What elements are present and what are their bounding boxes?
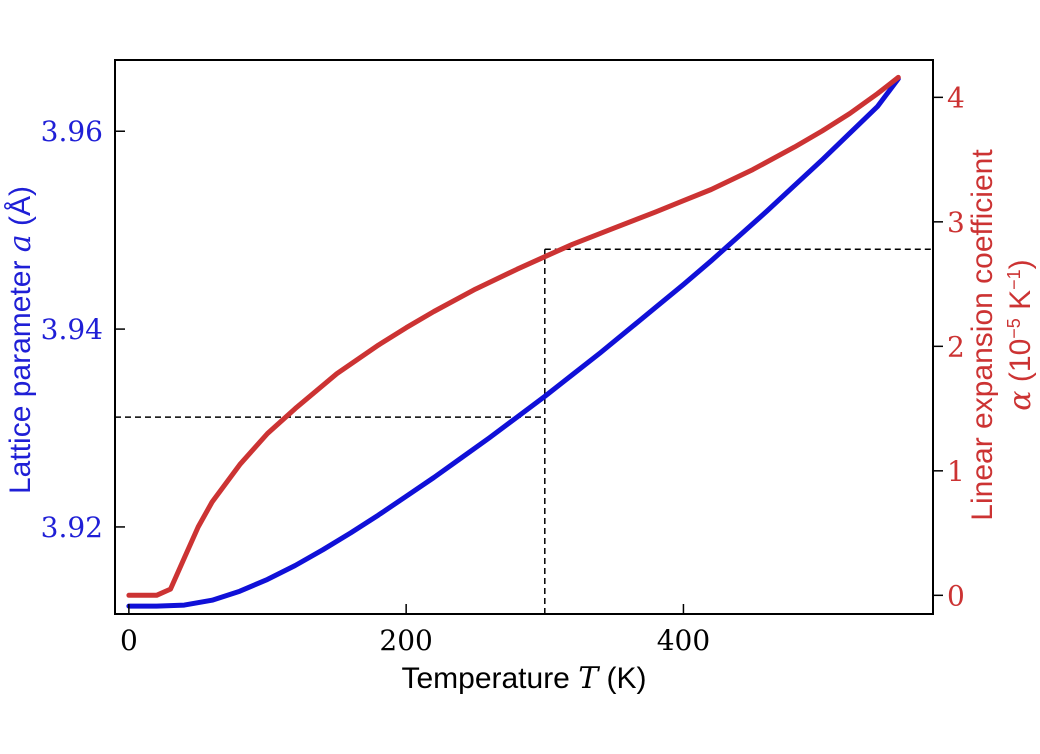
series-layer [126, 74, 901, 609]
ticks-layer: 0 200 400 3.92 3.94 3.96 0 1 2 3 4 [41, 81, 965, 657]
y-right-tick-label-0: 0 [947, 579, 965, 612]
expansion-coefficient-line [126, 74, 901, 598]
y-axis-right-label-line2: α (10−5 K−1) [1003, 259, 1038, 410]
x-tick-label-0: 0 [120, 624, 138, 657]
y-left-tick-label-1: 3.94 [41, 313, 103, 346]
y-axis-left-label: Lattice parameter a (Å) [3, 186, 38, 494]
y-right-tick-label-4: 4 [947, 81, 965, 114]
y-right-tick-label-1: 1 [947, 455, 965, 488]
lattice-parameter-line [126, 76, 901, 609]
x-tick-label-200: 200 [379, 624, 432, 657]
reference-lines [115, 248, 933, 614]
y-right-tick-label-3: 3 [947, 206, 965, 239]
x-tick-label-400: 400 [657, 624, 710, 657]
y-right-tick-label-2: 2 [947, 330, 965, 363]
y-left-tick-label-0: 3.92 [41, 511, 103, 544]
x-axis-label: Temperature T (K) [401, 661, 646, 696]
y-axis-right-label-line1: Linear expansion coefficient [966, 149, 999, 521]
plot-frame [114, 59, 934, 615]
y-left-tick-label-2: 3.96 [41, 115, 103, 148]
